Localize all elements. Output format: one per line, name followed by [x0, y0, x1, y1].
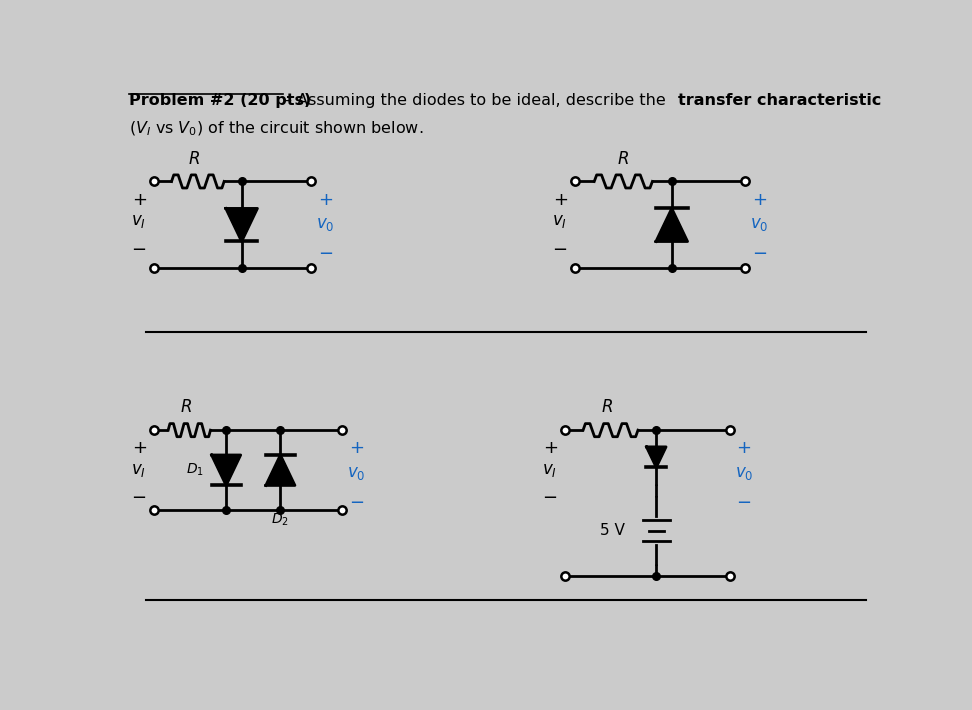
Text: +: + [132, 191, 148, 209]
Text: $-$: $-$ [552, 239, 567, 257]
Polygon shape [226, 209, 258, 241]
Text: $v_0$: $v_0$ [750, 215, 769, 234]
Text: transfer characteristic: transfer characteristic [677, 93, 882, 108]
Text: $-$: $-$ [751, 243, 767, 261]
Text: $R$: $R$ [601, 398, 612, 416]
Text: +: + [737, 439, 751, 457]
Text: $D_1$: $D_1$ [187, 462, 204, 479]
Text: +: + [318, 191, 332, 209]
Text: +: + [553, 191, 569, 209]
Text: $D_2$: $D_2$ [271, 512, 290, 528]
Text: $-$: $-$ [318, 243, 332, 261]
Text: $-$: $-$ [541, 487, 557, 505]
Text: +: + [132, 439, 148, 457]
Text: +: + [751, 191, 767, 209]
Text: $R$: $R$ [188, 150, 200, 168]
Text: $-$: $-$ [736, 492, 751, 510]
Text: $R$: $R$ [180, 398, 192, 416]
Text: $v_0$: $v_0$ [347, 464, 365, 482]
Text: $R$: $R$ [617, 150, 629, 168]
Text: ($V_I$ vs $V_0$) of the circuit shown below.: ($V_I$ vs $V_0$) of the circuit shown be… [129, 120, 424, 138]
Text: Problem #2 (20 pts): Problem #2 (20 pts) [129, 93, 311, 108]
Text: $-$: $-$ [131, 487, 146, 505]
Text: $v_I$: $v_I$ [131, 212, 146, 230]
Text: +: + [543, 439, 558, 457]
Text: +: + [349, 439, 364, 457]
Polygon shape [265, 455, 295, 486]
Text: 5 V: 5 V [601, 523, 625, 538]
Polygon shape [656, 209, 687, 241]
Text: $v_I$: $v_I$ [131, 461, 146, 479]
Text: $-$: $-$ [131, 239, 146, 257]
Text: $v_0$: $v_0$ [316, 215, 334, 234]
Text: $-$: $-$ [349, 492, 364, 510]
Text: $v_I$: $v_I$ [552, 212, 567, 230]
Text: $v_0$: $v_0$ [735, 464, 753, 482]
Polygon shape [212, 455, 241, 486]
Polygon shape [646, 447, 666, 467]
Text: – Assuming the diodes to be ideal, describe the: – Assuming the diodes to be ideal, descr… [284, 93, 671, 108]
Text: $v_I$: $v_I$ [541, 461, 557, 479]
